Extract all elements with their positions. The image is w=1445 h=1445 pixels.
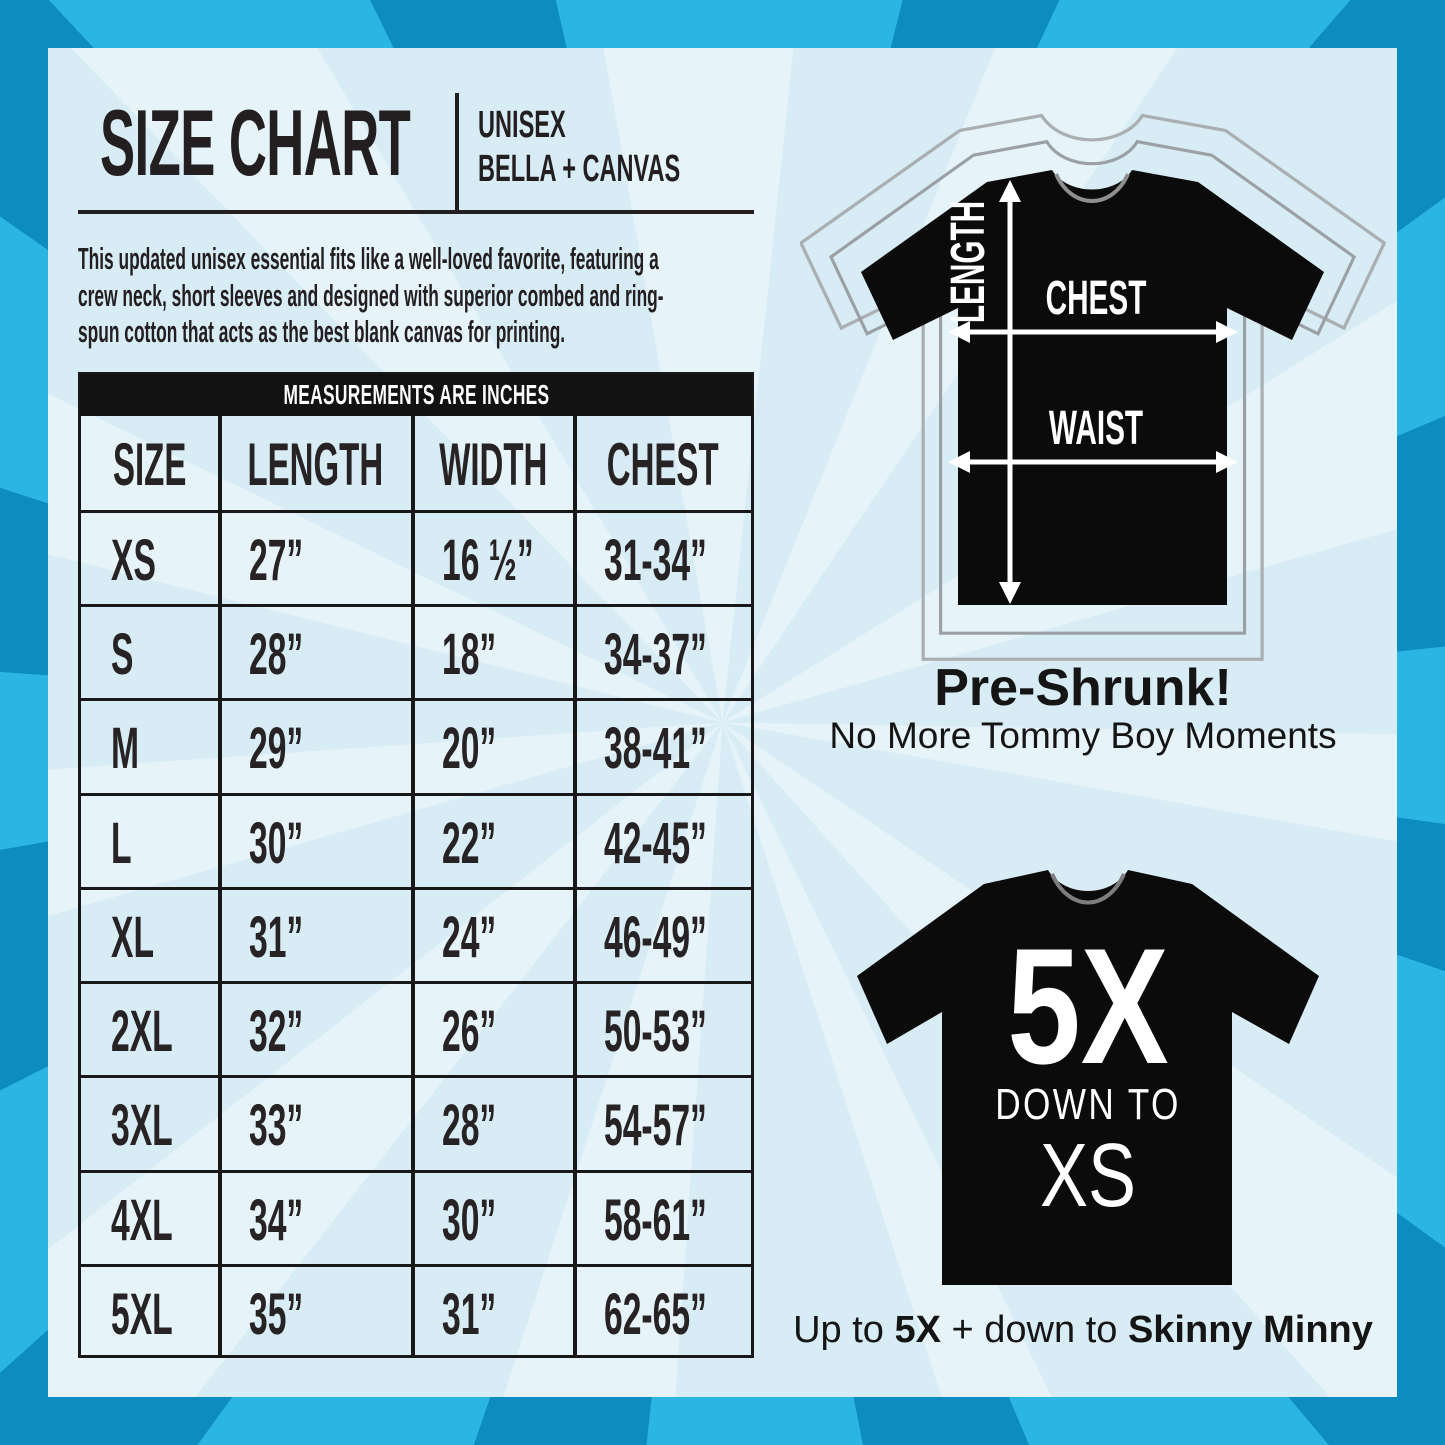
table-row: 2XL 32” 26” 50-53”	[81, 984, 751, 1078]
cell-size: L	[111, 810, 132, 876]
table-gridline	[81, 981, 751, 984]
table-row: M 29” 20” 38-41”	[81, 701, 751, 795]
table-gridline	[81, 1170, 751, 1173]
table-row: 4XL 34” 30” 58-61”	[81, 1173, 751, 1267]
range-middle-label: DOWN TO	[995, 1080, 1181, 1129]
cell-length: 32”	[249, 998, 304, 1064]
title-rule	[78, 210, 754, 214]
table-gridline	[411, 416, 415, 1355]
description-line: This updated unisex essential fits like …	[78, 241, 659, 276]
description-line: spun cotton that acts as the best blank …	[78, 314, 566, 349]
table-gridline	[81, 887, 751, 890]
cell-chest: 46-49”	[604, 904, 707, 970]
cell-width: 22”	[442, 810, 497, 876]
size-range-shirt: 5X DOWN TO XS	[857, 870, 1319, 1285]
preshrunk-subheading: No More Tommy Boy Moments	[829, 715, 1337, 756]
length-measure-arrow	[999, 180, 1021, 604]
cell-width: 28”	[442, 1092, 497, 1158]
cell-width: 24”	[442, 904, 497, 970]
cell-size: S	[111, 621, 134, 687]
cell-size: 2XL	[111, 998, 173, 1064]
cell-chest: 54-57”	[604, 1092, 707, 1158]
column-header-width: WIDTH	[438, 431, 548, 498]
table-gridline	[81, 1264, 751, 1267]
cell-width: 31”	[442, 1281, 497, 1347]
cell-length: 35”	[249, 1281, 304, 1347]
cell-size: XS	[111, 527, 156, 593]
range-top-label: 5X	[1007, 914, 1168, 1098]
table-caption: MEASUREMENTS ARE INCHES	[80, 374, 752, 416]
cell-width: 20”	[442, 715, 497, 781]
cell-size: XL	[111, 904, 154, 970]
cell-width: 16 ½”	[442, 527, 534, 593]
column-header-size: SIZE	[113, 431, 187, 498]
description-line: crew neck, short sleeves and designed wi…	[78, 277, 664, 313]
chest-label: CHEST	[1046, 272, 1147, 325]
measurement-diagram: LENGTH CHEST WAIST	[800, 113, 1386, 661]
cell-size: 4XL	[111, 1187, 173, 1253]
table-row: 3XL 33” 28” 54-57”	[81, 1078, 751, 1172]
cell-length: 27”	[249, 527, 304, 593]
table-gridline	[81, 1075, 751, 1078]
cell-width: 30”	[442, 1187, 497, 1253]
caption-text: Up to	[793, 1309, 895, 1351]
table-gridline	[81, 698, 751, 701]
cell-chest: 58-61”	[604, 1187, 707, 1253]
waist-measure-arrow	[948, 451, 1238, 473]
cell-length: 33”	[249, 1092, 304, 1158]
table-row: 5XL 35” 31” 62-65”	[81, 1267, 751, 1361]
subtitle-unisex: UNISEX	[478, 104, 566, 146]
cell-chest: 42-45”	[604, 810, 707, 876]
cell-width: 26”	[442, 998, 497, 1064]
cell-width: 18”	[442, 621, 497, 687]
waist-label: WAIST	[1049, 402, 1143, 455]
page-title: SIZE CHART	[100, 90, 411, 195]
table-gridline	[218, 416, 222, 1355]
chest-measure-arrow	[948, 321, 1238, 343]
column-header-chest: CHEST	[606, 431, 719, 498]
subtitle-brand: BELLA + CANVAS	[478, 148, 681, 190]
cell-size: 5XL	[111, 1281, 173, 1347]
table-row: L 30” 22” 42-45”	[81, 796, 751, 890]
range-bottom-label: XS	[1040, 1125, 1136, 1225]
caption-bold-skinny-minny: Skinny Minny	[1127, 1309, 1373, 1351]
cell-length: 34”	[249, 1187, 304, 1253]
size-table: MEASUREMENTS ARE INCHES SIZE LENGTH WIDT…	[78, 372, 754, 1358]
table-gridline	[81, 793, 751, 796]
length-label: LENGTH	[942, 201, 995, 323]
table-header-row: SIZE LENGTH WIDTH CHEST	[81, 416, 751, 513]
caption-bold-5x: 5X	[894, 1309, 941, 1351]
cell-chest: 31-34”	[604, 527, 707, 593]
table-row: XL 31” 24” 46-49”	[81, 890, 751, 984]
cell-size: M	[111, 715, 140, 781]
column-header-length: LENGTH	[247, 431, 384, 498]
cell-chest: 34-37”	[604, 621, 707, 687]
cell-chest: 62-65”	[604, 1281, 707, 1347]
cell-length: 29”	[249, 715, 304, 781]
table-row: XS 27” 16 ½” 31-34”	[81, 513, 751, 607]
cell-size: 3XL	[111, 1092, 173, 1158]
caption-text: + down to	[940, 1309, 1128, 1351]
cell-length: 30”	[249, 810, 304, 876]
cell-chest: 50-53”	[604, 998, 707, 1064]
cell-chest: 38-41”	[604, 715, 707, 781]
title-divider	[455, 93, 459, 212]
collar-line	[1050, 873, 1126, 905]
tshirt-front	[861, 170, 1324, 605]
preshrunk-heading: Pre-Shrunk!	[934, 659, 1232, 717]
tshirt-front	[857, 870, 1319, 1285]
cell-length: 28”	[249, 621, 304, 687]
table-gridline	[81, 510, 751, 513]
size-range-caption: Up to 5X + down to Skinny Minny	[758, 1309, 1408, 1352]
table-row: S 28” 18” 34-37”	[81, 607, 751, 701]
collar-line	[1054, 173, 1130, 203]
cell-length: 31”	[249, 904, 304, 970]
table-gridline	[81, 604, 751, 607]
table-gridline	[573, 416, 577, 1355]
product-description: This updated unisex essential fits like …	[78, 241, 1124, 351]
